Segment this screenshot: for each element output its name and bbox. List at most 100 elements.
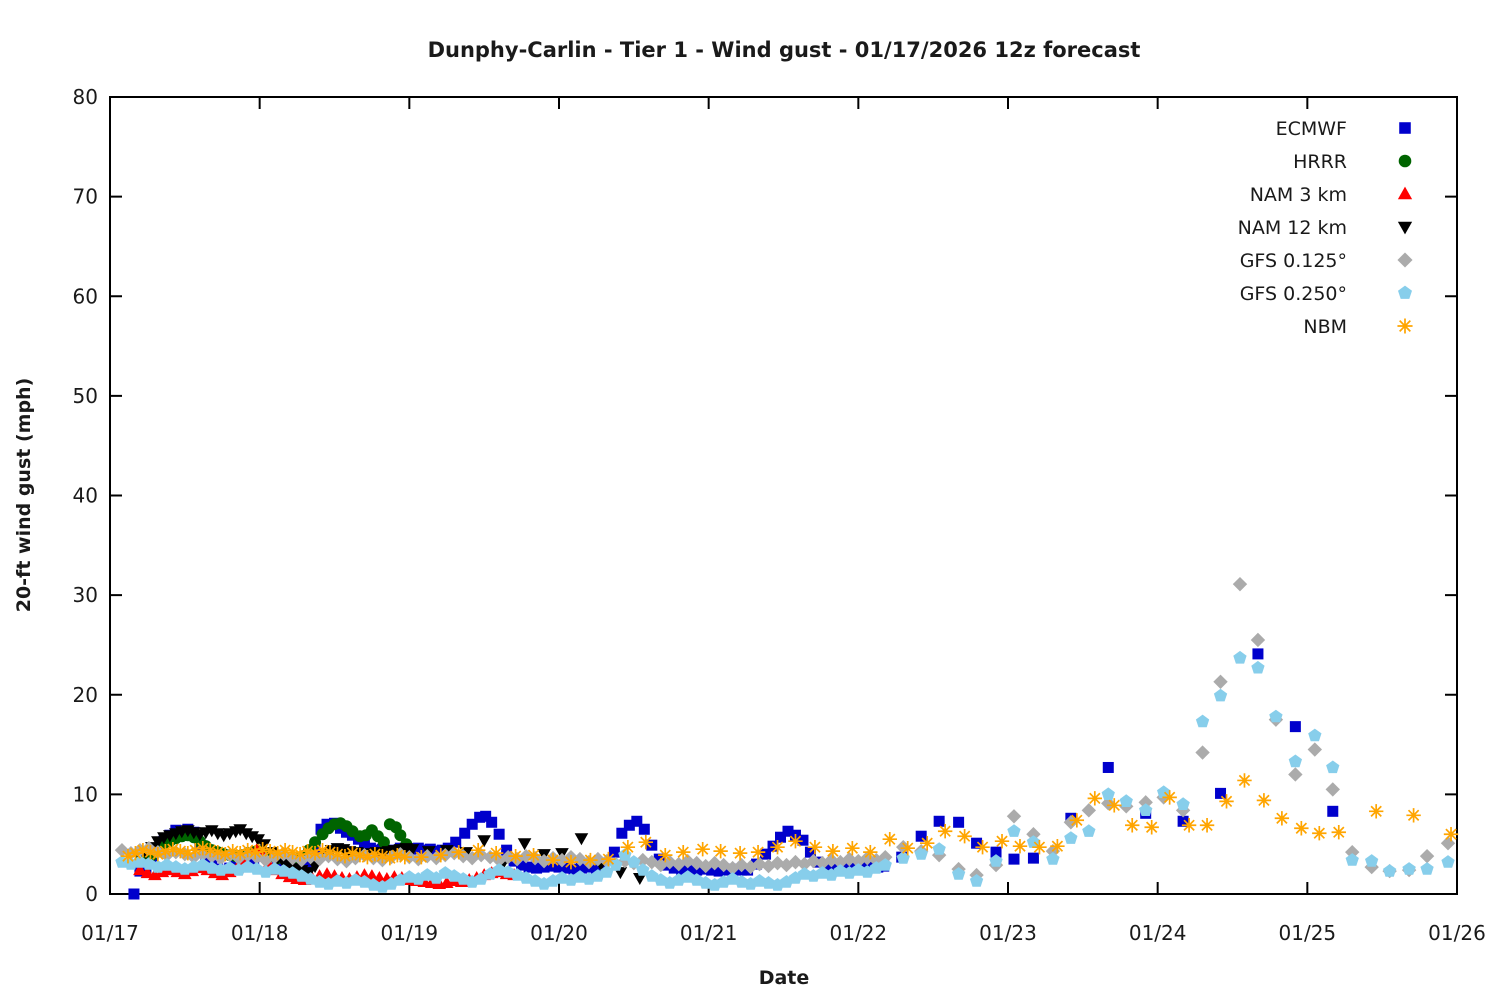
triangle-down-marker (477, 835, 491, 848)
square-marker (616, 827, 628, 839)
pentagon-marker (1269, 709, 1283, 723)
asterisk-marker (1199, 818, 1215, 833)
asterisk-marker (638, 834, 654, 850)
pentagon-marker (1195, 714, 1210, 728)
square-marker (1102, 761, 1114, 773)
asterisk-marker (240, 842, 255, 858)
square-marker (721, 864, 733, 876)
asterisk-marker (1050, 838, 1065, 854)
diamond-marker (1232, 576, 1248, 592)
square-marker (358, 839, 370, 851)
square-marker (1027, 852, 1039, 864)
square-marker (775, 831, 787, 843)
pentagon-marker (1101, 787, 1115, 800)
legend-label-gfs-0-250-: GFS 0.250° (1240, 283, 1347, 305)
asterisk-marker (120, 848, 136, 864)
asterisk-marker (863, 844, 878, 860)
asterisk-marker (1443, 827, 1459, 842)
square-marker (971, 837, 983, 849)
diamond-marker (743, 859, 758, 875)
asterisk-marker (270, 845, 285, 861)
pentagon-marker (1288, 754, 1302, 768)
diamond-marker (1101, 796, 1116, 811)
asterisk-marker (1237, 773, 1252, 788)
y-tick-label: 0 (85, 882, 98, 906)
asterisk-marker (225, 843, 240, 859)
asterisk-marker (1162, 790, 1177, 805)
asterisk-marker (414, 849, 429, 865)
asterisk-marker (1125, 818, 1140, 833)
pentagon-marker (474, 872, 488, 885)
square-marker (706, 864, 718, 876)
legend-marker-hrrr (1398, 154, 1412, 168)
asterisk-marker (360, 849, 375, 865)
pentagon-marker (1119, 794, 1133, 807)
triangle-down-marker (574, 833, 589, 846)
square-marker (1327, 805, 1339, 817)
asterisk-marker (128, 845, 143, 861)
x-tick-label: 01/24 (1129, 921, 1187, 945)
pentagon-marker (636, 863, 650, 876)
diamond-marker (249, 849, 264, 865)
asterisk-marker (433, 847, 448, 863)
y-axis-label: 20-ft wind gust (mph) (13, 378, 35, 613)
diamond-marker (1288, 767, 1303, 782)
y-tick-label: 70 (73, 185, 98, 209)
asterisk-marker (1256, 793, 1272, 808)
square-marker (486, 816, 498, 828)
asterisk-marker (382, 850, 398, 866)
legend-marker-nbm (1397, 318, 1413, 334)
series-gfs-0-250- (115, 650, 1455, 893)
square-marker (575, 862, 587, 874)
diamond-marker (1026, 827, 1041, 842)
pentagon-marker (1308, 728, 1322, 742)
square-marker (598, 860, 610, 872)
asterisk-marker (695, 841, 710, 857)
asterisk-marker (300, 843, 315, 859)
asterisk-marker (676, 844, 691, 860)
legend-label-nam-3-km: NAM 3 km (1250, 184, 1347, 206)
x-tick-label: 01/19 (381, 921, 439, 945)
asterisk-marker (322, 844, 338, 860)
asterisk-marker (1087, 791, 1103, 806)
diamond-marker (114, 842, 130, 858)
square-marker (466, 818, 478, 830)
asterisk-marker (397, 849, 413, 865)
square-marker (450, 836, 462, 848)
diamond-marker (447, 845, 462, 861)
square-marker (990, 846, 1002, 858)
diamond-marker (186, 849, 202, 865)
square-marker (480, 810, 492, 822)
diamond-marker (1006, 809, 1022, 824)
diamond-marker (554, 852, 570, 868)
asterisk-marker (919, 835, 935, 851)
pentagon-marker (989, 854, 1003, 867)
square-marker (631, 815, 643, 827)
pentagon-marker (429, 871, 443, 884)
pentagon-marker (1251, 660, 1265, 674)
diamond-marker (1138, 795, 1153, 810)
asterisk-marker (900, 840, 915, 856)
diamond-marker (339, 853, 354, 869)
x-tick-label: 01/17 (81, 921, 139, 945)
y-tick-label: 20 (73, 683, 98, 707)
square-marker (827, 863, 839, 875)
pentagon-marker (1176, 797, 1190, 810)
square-marker (933, 815, 945, 827)
square-marker (683, 865, 695, 877)
diamond-marker (420, 848, 435, 864)
legend-marker-nam-3-km (1397, 186, 1413, 200)
x-tick-label: 01/23 (979, 921, 1037, 945)
square-marker (1215, 787, 1227, 799)
asterisk-marker (975, 839, 990, 855)
x-tick-label: 01/26 (1428, 921, 1486, 945)
asterisk-marker (770, 839, 785, 855)
pentagon-marker (1383, 864, 1397, 877)
asterisk-marker (1406, 808, 1421, 823)
x-tick-label: 01/21 (680, 921, 738, 945)
diamond-marker (258, 852, 273, 868)
square-marker (474, 811, 486, 823)
asterisk-marker (1294, 821, 1309, 836)
square-marker (1008, 853, 1020, 865)
